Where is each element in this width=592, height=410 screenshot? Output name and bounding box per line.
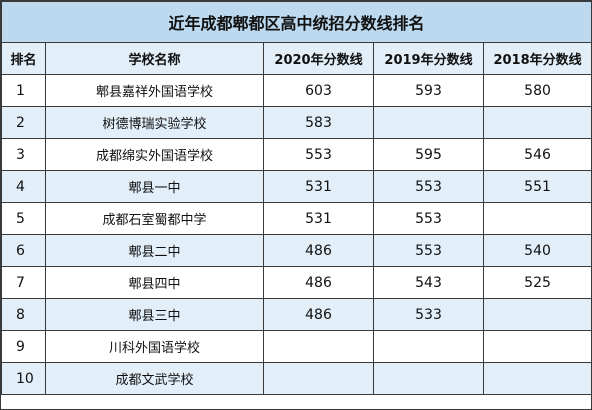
school-cell: 树德博瑞实验学校 (45, 106, 264, 139)
score-2020-cell: 583 (263, 106, 374, 139)
score-2018-cell (482, 106, 592, 139)
score-2018-cell: 525 (482, 266, 592, 299)
header-row: 排名 学校名称 2020年分数线 2019年分数线 2018年分数线 (1, 42, 592, 75)
table-row: 5 成都石室蜀都中学 531 553 (1, 202, 592, 235)
rank-cell: 1 (1, 74, 46, 107)
table-row: 10 成都文武学校 (1, 362, 592, 395)
score-2020-cell: 486 (263, 298, 374, 331)
score-2020-cell (263, 330, 374, 363)
rank-cell: 10 (1, 362, 46, 395)
score-2020-cell (263, 362, 374, 395)
school-cell: 郫县二中 (45, 234, 264, 267)
score-2020-cell: 531 (263, 170, 374, 203)
score-2019-cell: 543 (373, 266, 484, 299)
score-2019-cell: 553 (373, 234, 484, 267)
score-table: 近年成都郫都区高中统招分数线排名 排名 学校名称 2020年分数线 2019年分… (0, 1, 592, 395)
school-cell: 川科外国语学校 (45, 330, 264, 363)
header-school: 学校名称 (45, 42, 264, 75)
title-row: 近年成都郫都区高中统招分数线排名 (0, 1, 592, 43)
rank-cell: 9 (1, 330, 46, 363)
header-2018: 2018年分数线 (482, 42, 592, 75)
rank-cell: 7 (1, 266, 46, 299)
school-cell: 郫县嘉祥外国语学校 (45, 74, 264, 107)
table-row: 7 郫县四中 486 543 525 (1, 266, 592, 299)
header-2019: 2019年分数线 (373, 42, 484, 75)
rank-cell: 8 (1, 298, 46, 331)
score-2019-cell (373, 362, 484, 395)
header-rank: 排名 (1, 42, 46, 75)
rank-cell: 2 (1, 106, 46, 139)
score-2020-cell: 553 (263, 138, 374, 171)
score-2019-cell: 595 (373, 138, 484, 171)
score-2019-cell: 553 (373, 202, 484, 235)
table-row: 8 郫县三中 486 533 (1, 298, 592, 331)
score-2018-cell (482, 330, 592, 363)
score-2019-cell: 593 (373, 74, 484, 107)
school-cell: 郫县三中 (45, 298, 264, 331)
school-cell: 成都石室蜀都中学 (45, 202, 264, 235)
score-2020-cell: 531 (263, 202, 374, 235)
school-cell: 郫县一中 (45, 170, 264, 203)
score-2019-cell (373, 106, 484, 139)
score-2019-cell: 533 (373, 298, 484, 331)
score-2018-cell (482, 362, 592, 395)
score-2018-cell (482, 202, 592, 235)
table-row: 2 树德博瑞实验学校 583 (1, 106, 592, 139)
table-row: 4 郫县一中 531 553 551 (1, 170, 592, 203)
score-2019-cell: 553 (373, 170, 484, 203)
school-cell: 成都文武学校 (45, 362, 264, 395)
score-2018-cell: 540 (482, 234, 592, 267)
score-2018-cell: 546 (482, 138, 592, 171)
rank-cell: 6 (1, 234, 46, 267)
table-title: 近年成都郫都区高中统招分数线排名 (0, 1, 592, 43)
school-cell: 郫县四中 (45, 266, 264, 299)
rank-cell: 3 (1, 138, 46, 171)
header-2020: 2020年分数线 (263, 42, 374, 75)
score-2020-cell: 603 (263, 74, 374, 107)
rank-cell: 4 (1, 170, 46, 203)
rank-cell: 5 (1, 202, 46, 235)
score-2019-cell (373, 330, 484, 363)
table-row: 6 郫县二中 486 553 540 (1, 234, 592, 267)
score-2018-cell: 551 (482, 170, 592, 203)
table-row: 1 郫县嘉祥外国语学校 603 593 580 (1, 74, 592, 107)
score-2020-cell: 486 (263, 234, 374, 267)
score-2018-cell: 580 (482, 74, 592, 107)
table-row: 3 成都绵实外国语学校 553 595 546 (1, 138, 592, 171)
score-2020-cell: 486 (263, 266, 374, 299)
school-cell: 成都绵实外国语学校 (45, 138, 264, 171)
table-row: 9 川科外国语学校 (1, 330, 592, 363)
score-2018-cell (482, 298, 592, 331)
